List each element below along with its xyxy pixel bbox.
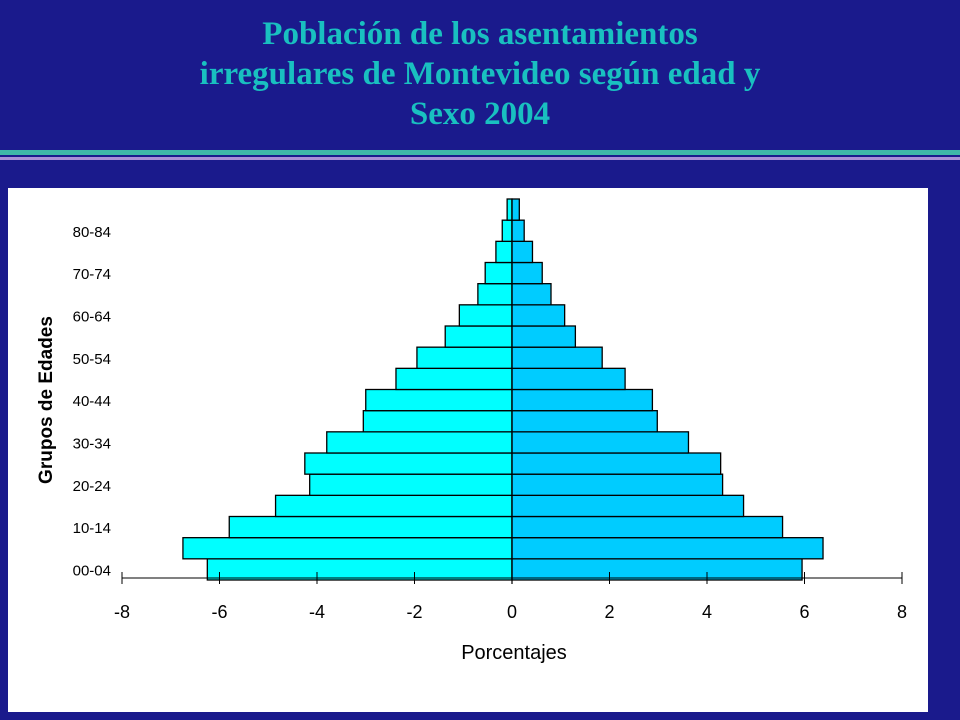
y-tick-label: 70-74 (73, 266, 111, 283)
x-tick-label: 2 (604, 602, 614, 622)
bar-left-00-04 (206, 558, 513, 581)
title-line-3: Sexo 2004 (409, 96, 551, 132)
bar-left-45-49 (395, 367, 513, 391)
bar-left-60-64 (458, 304, 513, 327)
bar-right-10-14 (511, 515, 784, 539)
bar-right-00-04 (511, 558, 803, 581)
bar-left-50-54 (416, 346, 513, 369)
bar-right-60-64 (511, 304, 566, 327)
bar-left-55-59 (444, 325, 513, 348)
bar-right-65-69 (511, 283, 552, 306)
bar-right-75-79 (511, 240, 534, 264)
title-divider-teal (0, 150, 960, 155)
bar-left-05-09 (182, 537, 513, 560)
bar-right-85+ (511, 198, 520, 221)
slide-title: Población de los asentamientos irregular… (0, 14, 960, 134)
bar-left-85+ (506, 198, 513, 221)
bar-right-45-49 (511, 367, 626, 391)
bar-left-70-74 (484, 261, 513, 285)
y-tick-label: 80-84 (73, 224, 111, 241)
title-divider-purple (0, 157, 960, 160)
chart-panel: -8 -6 -4 -2 0 2 4 6 8 00-04 10-14 20-24 30-34 40-44 5… (8, 188, 928, 712)
bar-right-40-44 (511, 388, 654, 412)
x-ticks-layer: -8 -6 -4 -2 0 2 4 6 8 (114, 572, 907, 622)
bar-right-25-29 (511, 452, 722, 475)
bar-right-20-24 (511, 473, 724, 496)
y-tick-label: 60-64 (73, 308, 111, 325)
x-axis-label: Porcentajes (461, 642, 567, 664)
bar-left-25-29 (304, 452, 513, 475)
bars-layer (182, 198, 824, 581)
bar-left-80-84 (501, 219, 513, 242)
y-tick-label: 30-34 (73, 435, 111, 452)
bar-right-05-09 (511, 537, 824, 560)
bar-right-55-59 (511, 325, 577, 348)
x-tick-label: 4 (702, 602, 712, 622)
bar-right-35-39 (511, 410, 658, 433)
bar-left-65-69 (477, 283, 513, 306)
x-tick-label: 0 (507, 602, 517, 622)
bar-left-10-14 (228, 515, 513, 539)
y-ticks-layer: 00-04 10-14 20-24 30-34 40-44 50-54 60-64 70-74… (73, 224, 111, 580)
bar-left-40-44 (365, 388, 513, 412)
y-axis-label: Grupos de Edades (36, 316, 57, 484)
bar-right-80-84 (511, 219, 525, 242)
bar-right-50-54 (511, 346, 603, 369)
title-line-1: Población de los asentamientos (262, 16, 698, 52)
bar-right-70-74 (511, 261, 543, 285)
y-tick-label: 50-54 (73, 351, 111, 368)
x-tick-label: 8 (897, 602, 907, 622)
bar-right-15-19 (511, 494, 745, 518)
y-tick-label: 20-24 (73, 478, 111, 495)
bar-left-30-34 (326, 431, 513, 454)
x-tick-label: -4 (309, 602, 325, 622)
title-line-2: irregulares de Montevideo según edad y (199, 56, 761, 92)
x-tick-label: -6 (211, 602, 227, 622)
population-pyramid-chart: -8 -6 -4 -2 0 2 4 6 8 00-04 10-14 20-24 30-34 40-44 5… (36, 198, 907, 664)
y-tick-label: 40-44 (73, 393, 111, 410)
bar-right-30-34 (511, 431, 690, 454)
bar-left-75-79 (495, 240, 513, 264)
x-tick-label: -8 (114, 602, 130, 622)
bar-left-35-39 (362, 410, 513, 433)
y-tick-label: 00-04 (73, 562, 111, 579)
y-tick-label: 10-14 (73, 520, 111, 537)
x-tick-label: 6 (799, 602, 809, 622)
bar-left-15-19 (274, 494, 513, 518)
x-tick-label: -2 (406, 602, 422, 622)
bar-left-20-24 (309, 473, 513, 496)
